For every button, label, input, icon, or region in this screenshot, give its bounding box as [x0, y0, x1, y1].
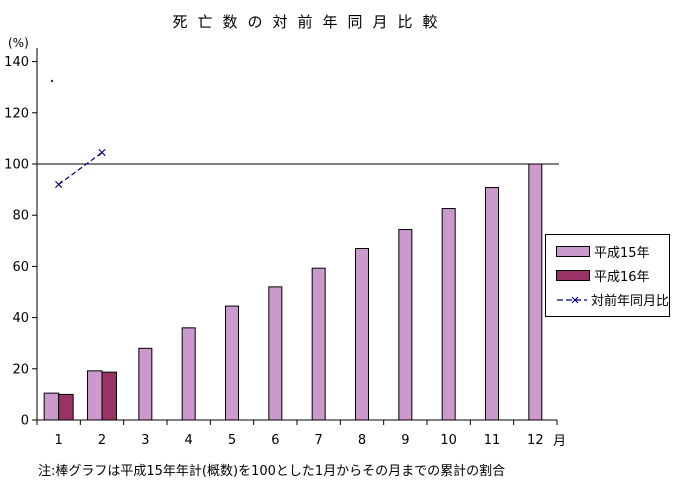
bar-h15-m6: [268, 286, 283, 421]
bar-h16-m2: [101, 371, 117, 421]
legend-label-h15: 平成15年: [594, 245, 650, 261]
yoy-marker-2: [98, 148, 106, 157]
bar-h15-m3: [138, 347, 153, 421]
legend-swatch-h15: [556, 245, 590, 257]
y-tick-label-80: 80: [12, 209, 29, 224]
legend-item-h15: 平成15年: [556, 242, 669, 261]
y-axis-unit-label: (%): [8, 36, 29, 50]
x-tick-label-2: 2: [98, 433, 106, 448]
legend-box: 平成15年 平成16年 対前年同月比: [545, 234, 670, 317]
y-tick-label-0: 0: [21, 414, 29, 429]
yoy-line: [58, 151, 103, 185]
x-tick-label-1: 1: [55, 433, 63, 448]
y-tick-label-140: 140: [4, 55, 29, 70]
x-tick-label-3: 3: [141, 433, 149, 448]
legend-item-h16: 平成16年: [556, 266, 669, 285]
x-tick-label-11: 11: [484, 433, 501, 448]
legend-swatch-h16: [556, 269, 590, 281]
bar-h15-m1: [43, 392, 60, 421]
bar-h15-m4: [181, 327, 196, 421]
x-tick-label-8: 8: [358, 433, 366, 448]
chart-title: 死亡数の対前年同月比較: [172, 13, 448, 31]
bar-h15-m5: [224, 305, 239, 421]
x-tick-label-12: 12: [527, 433, 544, 448]
x-tick-label-6: 6: [271, 433, 279, 448]
x-tick-label-7: 7: [315, 433, 323, 448]
legend-label-h16: 平成16年: [594, 269, 650, 285]
bar-h15-m12: [528, 163, 543, 421]
yoy-marker-1: [55, 180, 63, 189]
legend-item-yoy: 対前年同月比: [556, 290, 669, 309]
bar-h16-m1: [58, 393, 74, 421]
footnote: 注:棒グラフは平成15年年計(概数)を100とした1月からその月までの累計の割合: [38, 464, 506, 479]
bar-h15-m2: [86, 370, 103, 421]
bar-h15-m9: [398, 229, 413, 421]
bar-h15-m8: [354, 247, 369, 421]
bar-h15-m11: [484, 187, 499, 421]
y-tick-label-100: 100: [4, 158, 29, 173]
bar-h15-m10: [441, 208, 456, 421]
y-tick-label-20: 20: [12, 362, 29, 377]
legend-line-sample: [557, 296, 587, 304]
y-tick-label-120: 120: [4, 106, 29, 121]
x-tick-label-10: 10: [440, 433, 457, 448]
bar-h15-m7: [311, 267, 326, 421]
x-tick-label-4: 4: [185, 433, 193, 448]
x-tick-label-5: 5: [228, 433, 236, 448]
y-tick-label-40: 40: [12, 311, 29, 326]
legend-label-yoy: 対前年同月比: [590, 294, 669, 310]
x-tick-label-9: 9: [401, 433, 409, 448]
y-tick-label-60: 60: [12, 260, 29, 275]
stray-dot: [50, 79, 54, 83]
x-axis-unit-label: 月: [553, 434, 567, 449]
